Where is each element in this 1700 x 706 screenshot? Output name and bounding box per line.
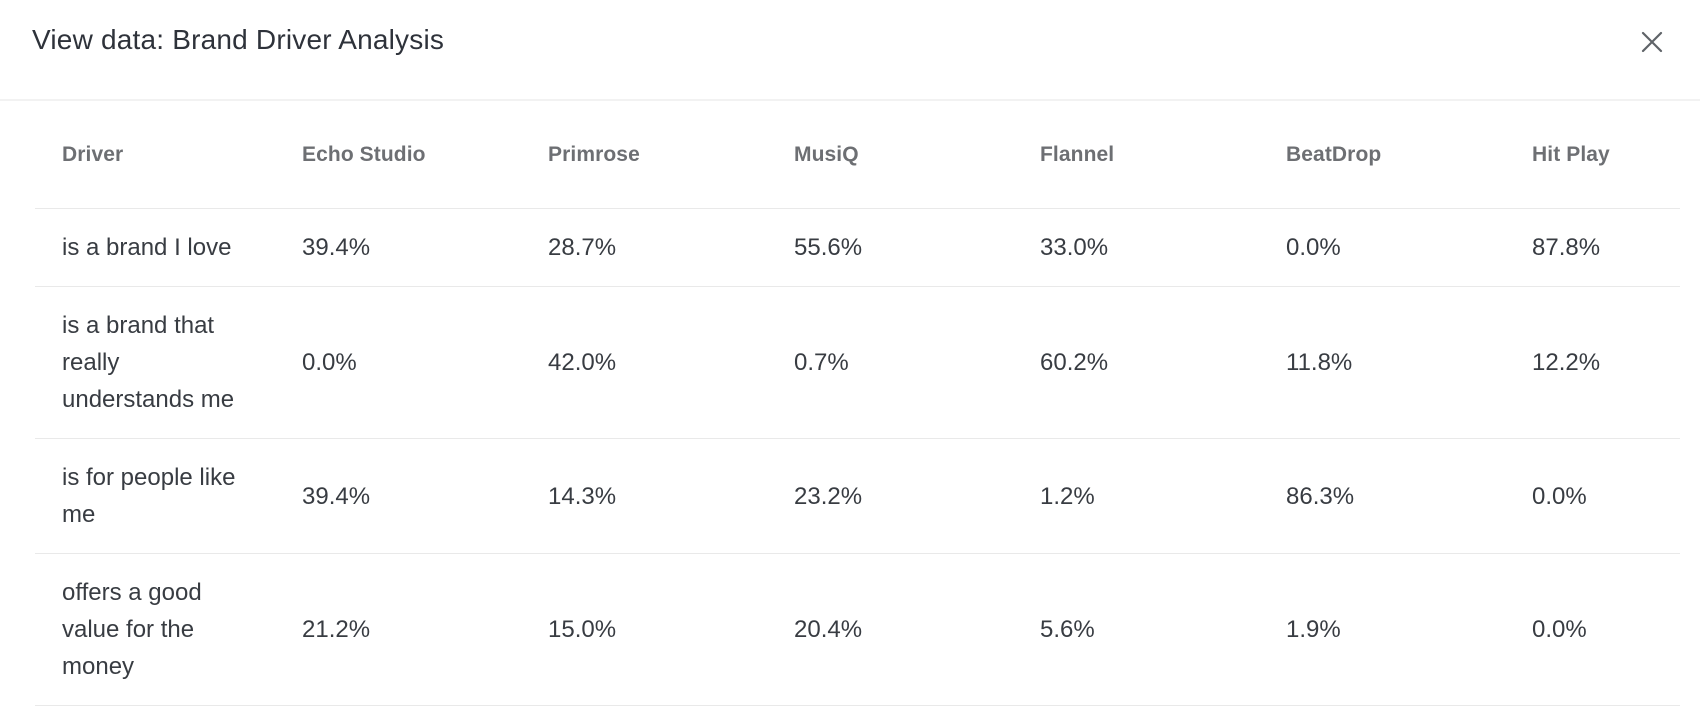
close-button[interactable] [1634,24,1670,60]
table-cell: 0.0% [1505,438,1680,554]
table-cell: 12.2% [1505,286,1680,439]
driver-cell: is a brand that really understands me [35,286,275,439]
table-cell: 39.4% [275,208,521,287]
table-cell: 86.3% [1259,438,1505,554]
table-cell: 11.8% [1259,286,1505,439]
table-header-row: Driver Echo Studio Primrose MusiQ Flanne… [35,101,1680,209]
driver-label: is a brand that really understands me [62,312,235,413]
table-row: offers a good value for the money 21.2% … [35,553,1680,706]
modal-header: View data: Brand Driver Analysis [0,0,1700,101]
column-header-musiq: MusiQ [767,101,1013,209]
driver-cell: offers a good value for the money [35,553,275,706]
table-cell: 21.2% [275,553,521,706]
column-header-primrose: Primrose [521,101,767,209]
table-cell: 15.0% [521,553,767,706]
table-cell: 60.2% [1013,286,1259,439]
column-header-flannel: Flannel [1013,101,1259,209]
table-cell: 0.7% [767,286,1013,439]
table-cell: 1.9% [1259,553,1505,706]
table-cell: 33.0% [1013,208,1259,287]
table-cell: 0.0% [275,286,521,439]
driver-label: offers a good value for the money [62,579,202,680]
table-cell: 0.0% [1505,553,1680,706]
column-header-beatdrop: BeatDrop [1259,101,1505,209]
column-header-echo-studio: Echo Studio [275,101,521,209]
table-cell: 87.8% [1505,208,1680,287]
table-cell: 14.3% [521,438,767,554]
table-cell: 42.0% [521,286,767,439]
table-cell: 28.7% [521,208,767,287]
driver-label: is a brand I love [62,234,232,261]
table-row: is a brand that really understands me 0.… [35,286,1680,439]
table-cell: 5.6% [1013,553,1259,706]
driver-cell: is a brand I love [35,208,275,287]
close-icon [1640,30,1664,54]
column-header-driver: Driver [35,101,275,209]
data-table: Driver Echo Studio Primrose MusiQ Flanne… [35,101,1680,706]
table-cell: 20.4% [767,553,1013,706]
table-cell: 39.4% [275,438,521,554]
driver-cell: is for people like me [35,438,275,554]
table-container: Driver Echo Studio Primrose MusiQ Flanne… [35,101,1680,706]
driver-label: is for people like me [62,464,236,528]
table-cell: 1.2% [1013,438,1259,554]
table-row: is a brand I love 39.4% 28.7% 55.6% 33.0… [35,208,1680,287]
table-cell: 0.0% [1259,208,1505,287]
table-cell: 23.2% [767,438,1013,554]
modal-title: View data: Brand Driver Analysis [32,24,445,55]
table-row: is for people like me 39.4% 14.3% 23.2% … [35,438,1680,554]
table-cell: 55.6% [767,208,1013,287]
column-header-hit-play: Hit Play [1505,101,1680,209]
